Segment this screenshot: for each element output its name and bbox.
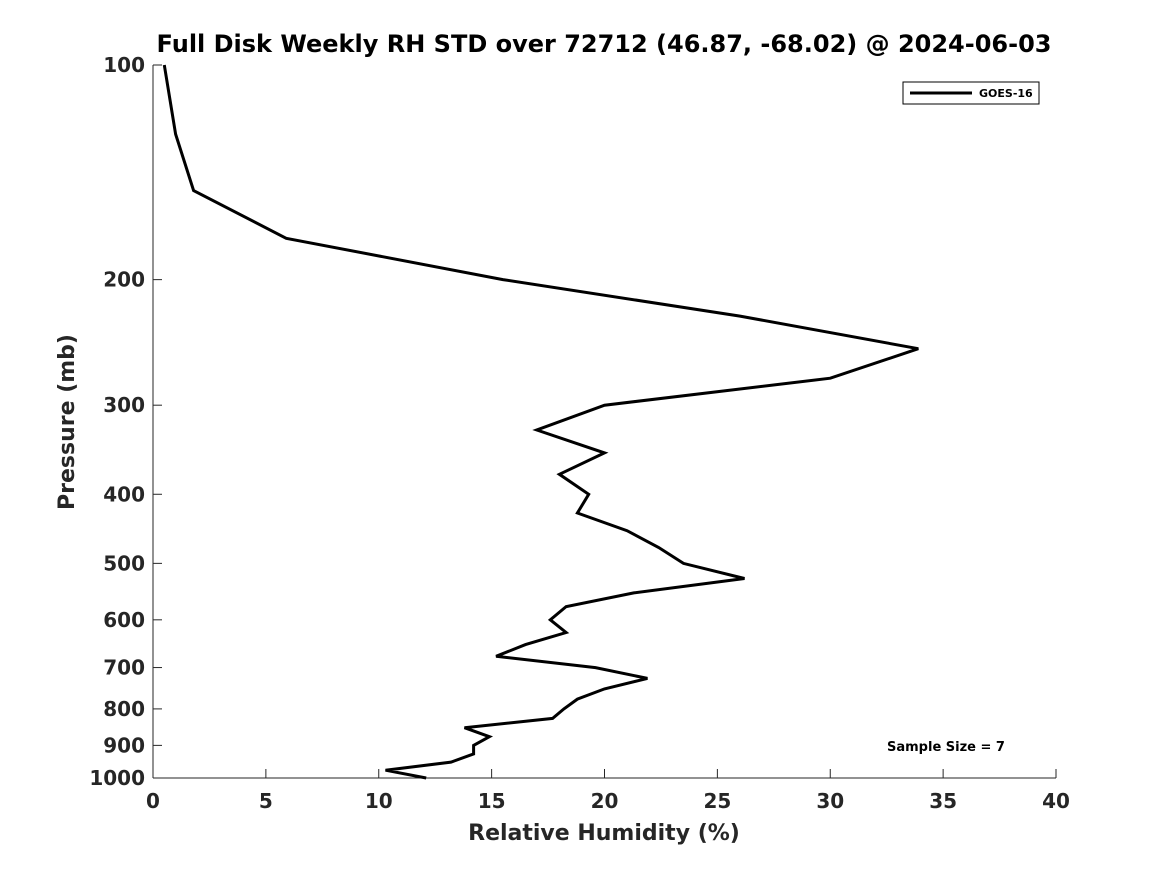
x-tick-label: 20 [591,789,619,813]
y-tick-label: 500 [103,551,145,575]
y-tick-label: 800 [103,697,145,721]
x-tick-label: 40 [1042,789,1070,813]
x-tick-label: 15 [478,789,506,813]
y-tick-label: 1000 [89,766,145,790]
y-tick-label: 400 [103,482,145,506]
x-tick-label: 0 [146,789,160,813]
sample-size-annotation: Sample Size = 7 [887,740,1005,755]
x-tick-label: 35 [929,789,957,813]
x-tick-label: 10 [365,789,393,813]
y-tick-label: 600 [103,608,145,632]
series-line-goes16 [162,64,919,780]
y-tick-label: 300 [103,393,145,417]
x-tick-label: 30 [816,789,844,813]
plot-axes [152,65,1056,779]
y-tick-label: 100 [103,53,145,77]
y-axis-label: Pressure (mb) [55,334,80,510]
x-axis-label: Relative Humidity (%) [468,821,740,846]
chart-title: Full Disk Weekly RH STD over 72712 (46.8… [157,30,1052,58]
axis-ticks: 0 5 10 15 20 25 30 35 40 100 200 300 400 500 600 700 800… [89,53,1070,813]
legend-label-goes16: GOES-16 [979,87,1033,100]
y-tick-label: 900 [103,733,145,757]
y-tick-label: 700 [103,656,145,680]
series-layer [162,64,919,780]
x-tick-label: 5 [259,789,273,813]
y-tick-label: 200 [103,268,145,292]
x-tick-label: 25 [703,789,731,813]
legend: GOES-16 [902,81,1040,105]
